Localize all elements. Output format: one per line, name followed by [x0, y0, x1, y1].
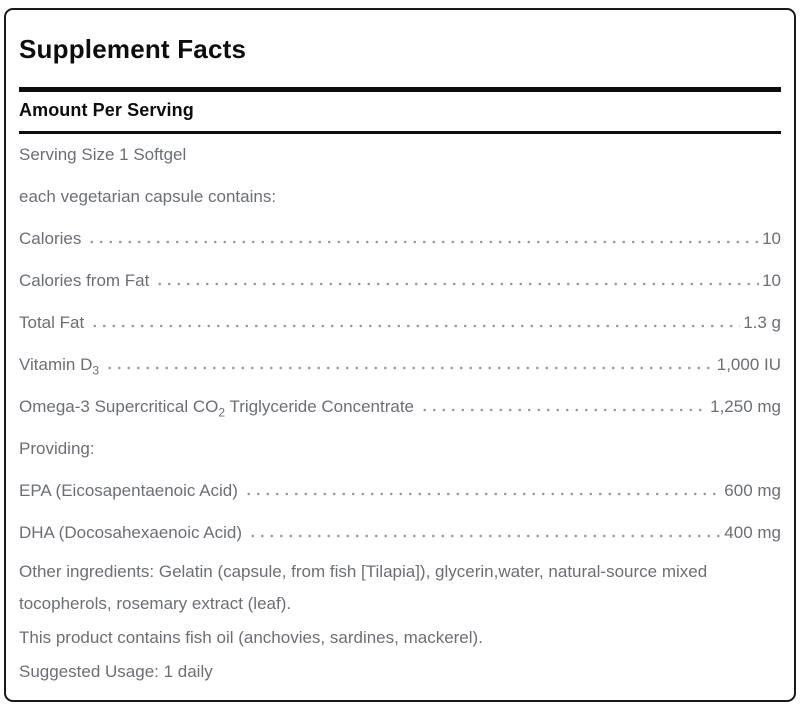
- suggested-usage-note: Suggested Usage: 1 daily: [19, 662, 213, 681]
- fact-value: 1.3 g: [743, 313, 781, 332]
- dot-leader: [105, 355, 714, 370]
- thick-divider: [19, 87, 781, 92]
- fact-row-omega3-concentrate: Omega-3 Supercritical CO2 Triglyceride C…: [19, 386, 781, 428]
- thin-divider: [19, 131, 781, 134]
- fact-label: Providing:: [19, 439, 95, 458]
- dot-leader: [248, 523, 722, 538]
- fact-row-providing: Providing:: [19, 428, 781, 470]
- panel-title: Supplement Facts: [19, 34, 247, 64]
- fact-row-calories: Calories 10: [19, 218, 781, 260]
- fact-row-epa: EPA (Eicosapentaenoic Acid) 600 mg: [19, 470, 781, 512]
- dot-leader: [155, 271, 760, 286]
- fact-row-capsule-note: each vegetarian capsule contains:: [19, 176, 781, 218]
- fact-label: EPA (Eicosapentaenoic Acid): [19, 481, 238, 500]
- dot-leader: [90, 313, 741, 328]
- fact-value: 1,000 IU: [716, 355, 781, 374]
- fact-label: Serving Size 1 Softgel: [19, 145, 187, 164]
- fact-row-vitamin-d3: Vitamin D3 1,000 IU: [19, 344, 781, 386]
- facts-rows: Serving Size 1 Softgel each vegetarian c…: [19, 134, 781, 554]
- fact-value: 600 mg: [724, 481, 781, 500]
- fact-row-total-fat: Total Fat 1.3 g: [19, 302, 781, 344]
- fact-value: 10: [762, 229, 781, 248]
- supplement-facts-panel: Supplement Facts Amount Per Serving Serv…: [4, 8, 796, 702]
- fact-value: 10: [762, 271, 781, 290]
- subscript: 2: [218, 405, 226, 420]
- dot-leader: [87, 229, 760, 244]
- allergen-note: This product contains fish oil (anchovie…: [19, 628, 483, 647]
- other-ingredients-note: Other ingredients: Gelatin (capsule, fro…: [19, 562, 708, 613]
- fact-label: Calories from Fat: [19, 271, 150, 290]
- fact-label: DHA (Docosahexaenoic Acid): [19, 523, 243, 542]
- fact-row-dha: DHA (Docosahexaenoic Acid) 400 mg: [19, 512, 781, 554]
- fact-label: each vegetarian capsule contains:: [19, 187, 277, 206]
- fact-row-calories-from-fat: Calories from Fat 10: [19, 260, 781, 302]
- fact-label: Calories: [19, 229, 82, 248]
- fact-label: Omega-3 Supercritical CO2 Triglyceride C…: [19, 397, 415, 420]
- subscript: 3: [92, 363, 100, 378]
- fact-value: 1,250 mg: [710, 397, 781, 416]
- dot-leader: [243, 481, 722, 496]
- dot-leader: [420, 397, 708, 412]
- fact-row-serving-size: Serving Size 1 Softgel: [19, 134, 781, 176]
- fact-label: Vitamin D3: [19, 355, 100, 378]
- fact-value: 400 mg: [724, 523, 781, 542]
- fact-label: Total Fat: [19, 313, 85, 332]
- amount-per-serving-header: Amount Per Serving: [19, 100, 194, 120]
